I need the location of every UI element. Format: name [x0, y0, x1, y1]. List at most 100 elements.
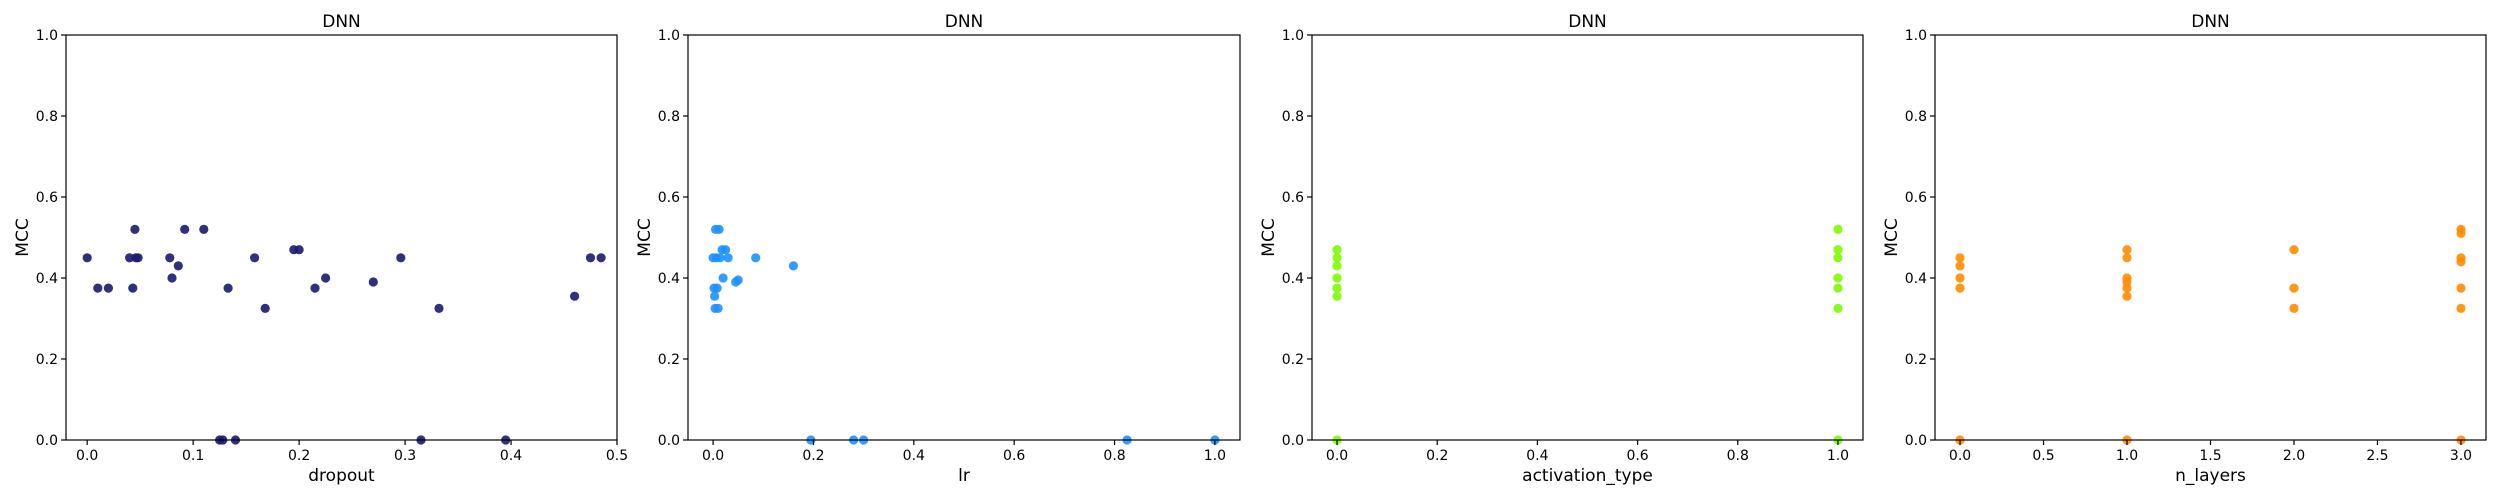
data-point — [2456, 228, 2466, 238]
x-tick-label: 1.0 — [2116, 448, 2138, 464]
data-point — [1332, 291, 1342, 301]
data-point — [751, 253, 761, 263]
x-tick-label: 0.0 — [1949, 448, 1971, 464]
y-tick-label: 0.0 — [1282, 433, 1304, 449]
data-point — [788, 261, 799, 271]
data-point — [199, 224, 209, 234]
y-tick-label: 0.0 — [36, 433, 58, 449]
data-point — [2122, 245, 2132, 255]
y-tick-label: 0.2 — [658, 352, 680, 368]
data-point — [1833, 224, 1843, 234]
x-tick-label: 0.6 — [1626, 448, 1648, 464]
data-point — [167, 273, 177, 283]
chart-panel-2: 0.0 0.2 0.4 0.6 0.8 1.0 0.0 0.2 0.4 0.6 0.8 1.0 DNN l… — [635, 12, 1241, 486]
x-tick-label: 0.2 — [1426, 448, 1448, 464]
x-axis-label: dropout — [308, 466, 375, 486]
data-point — [294, 245, 304, 255]
data-point — [2289, 283, 2299, 293]
y-tick-label: 0.0 — [658, 433, 680, 449]
data-point — [1833, 253, 1843, 263]
chart-title: DNN — [945, 12, 984, 32]
data-point — [585, 253, 596, 263]
data-point — [1332, 245, 1342, 255]
data-point — [250, 253, 260, 263]
y-axis-label: MCC — [13, 218, 33, 256]
x-tick-label: 0.2 — [288, 448, 310, 464]
chart-panel-4: 0.0 0.5 1.0 1.5 2.0 2.5 3.0 0.0 0.2 0.4 0.6 0.8 1.0 D… — [1882, 12, 2487, 486]
x-tick-label: 0.8 — [1727, 448, 1749, 464]
x-tick-label: 0.4 — [500, 448, 522, 464]
data-point — [721, 245, 731, 255]
x-tick-label: 0.0 — [76, 448, 98, 464]
y-tick-label: 0.8 — [36, 109, 58, 125]
x-tick-label: 0.2 — [802, 448, 824, 464]
data-point — [173, 261, 183, 271]
x-axis-label: n_layers — [2175, 466, 2246, 486]
data-point — [570, 291, 580, 301]
x-tick-label: 0.4 — [903, 448, 925, 464]
x-tick-label: 1.0 — [1827, 448, 1849, 464]
data-point — [1833, 245, 1843, 255]
data-point — [1332, 273, 1342, 283]
data-point — [715, 253, 725, 263]
data-point — [1955, 283, 1965, 293]
chart-panel-1: 0.0 0.1 0.2 0.3 0.4 0.5 0.0 0.2 0.4 0.6 0.8 1.0 DNN d… — [13, 12, 628, 486]
data-point — [1955, 261, 1965, 271]
x-axis-label: activation_type — [1522, 466, 1653, 486]
y-tick-label: 0.6 — [36, 190, 58, 206]
data-point — [1833, 303, 1843, 313]
data-point — [714, 224, 724, 234]
data-point — [165, 253, 175, 263]
data-point — [723, 253, 733, 263]
y-tick-label: 1.0 — [36, 28, 58, 44]
y-tick-label: 1.0 — [1282, 28, 1304, 44]
x-tick-label: 0.6 — [1003, 448, 1025, 464]
x-tick-label: 0.0 — [702, 448, 724, 464]
y-tick-label: 0.2 — [1905, 352, 1927, 368]
x-tick-label: 3.0 — [2450, 448, 2472, 464]
data-point — [710, 291, 720, 301]
data-point — [310, 283, 320, 293]
plot-frame — [1311, 34, 1864, 441]
y-tick-label: 1.0 — [1905, 28, 1927, 44]
data-point — [1332, 283, 1342, 293]
x-tick-label: 0.5 — [2032, 448, 2054, 464]
y-tick-label: 0.4 — [658, 271, 680, 287]
y-tick-label: 0.8 — [1282, 109, 1304, 125]
x-tick-label: 2.5 — [2366, 448, 2388, 464]
y-tick-label: 0.4 — [36, 271, 58, 287]
data-point — [2289, 245, 2299, 255]
data-point — [93, 283, 103, 293]
x-tick-label: 0.5 — [606, 448, 628, 464]
y-tick-label: 0.2 — [1282, 352, 1304, 368]
data-point — [260, 303, 270, 313]
y-axis-label: MCC — [1259, 218, 1279, 256]
data-point — [1833, 283, 1843, 293]
data-point — [130, 224, 140, 234]
data-point — [434, 303, 444, 313]
y-tick-label: 0.8 — [1905, 109, 1927, 125]
x-tick-label: 0.1 — [182, 448, 204, 464]
plot-frame — [65, 34, 618, 441]
x-tick-label: 1.5 — [2199, 448, 2221, 464]
data-point — [2122, 253, 2132, 263]
data-point — [1332, 261, 1342, 271]
data-point — [733, 275, 743, 285]
data-point — [2122, 291, 2132, 301]
data-point — [712, 283, 722, 293]
data-point — [128, 283, 138, 293]
data-point — [2122, 283, 2132, 293]
y-tick-label: 0.8 — [658, 109, 680, 125]
data-point — [133, 253, 143, 263]
data-point — [1332, 253, 1342, 263]
y-tick-label: 0.6 — [1905, 190, 1927, 206]
data-point — [713, 303, 723, 313]
data-point — [180, 224, 190, 234]
y-axis-label: MCC — [1882, 218, 1902, 256]
y-tick-label: 1.0 — [658, 28, 680, 44]
y-tick-label: 0.0 — [1905, 433, 1927, 449]
chart-title: DNN — [2191, 12, 2230, 32]
y-tick-label: 0.6 — [1282, 190, 1304, 206]
y-tick-label: 0.2 — [36, 352, 58, 368]
